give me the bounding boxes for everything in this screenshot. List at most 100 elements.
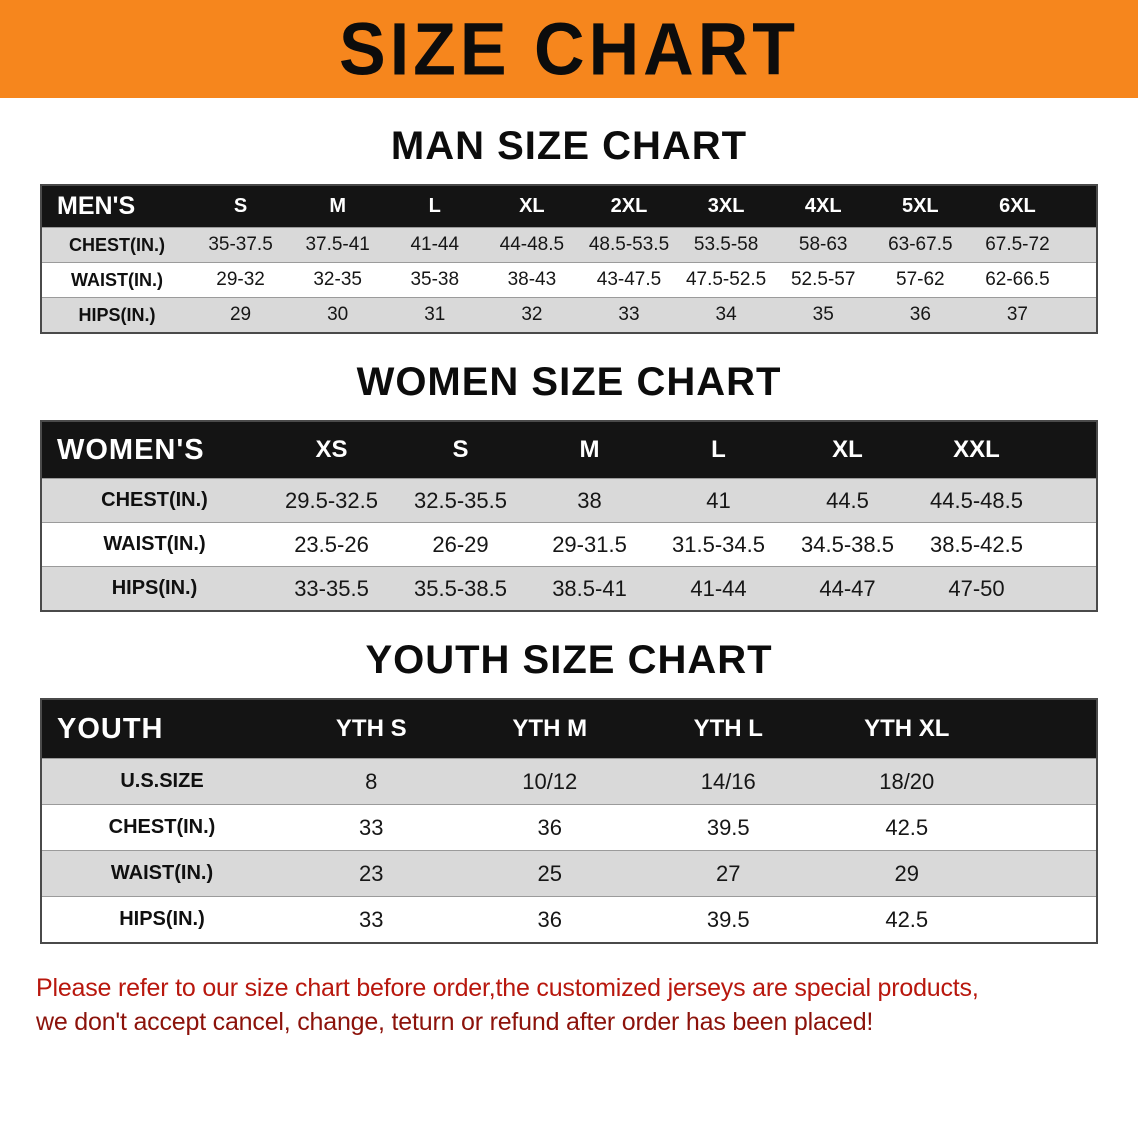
cell-value: 38.5-42.5: [930, 531, 1023, 557]
cell-value: 23: [359, 860, 384, 886]
cell-value: 27: [716, 860, 741, 886]
cell-value: 41: [706, 487, 731, 513]
cell-value: 38.5-41: [552, 575, 627, 601]
cell-value: 26-29: [432, 531, 489, 557]
cell-value: 41-44: [410, 234, 460, 255]
cell-value: 29-32: [216, 269, 265, 290]
column-header: XXL: [953, 436, 1000, 463]
cell-value: 36: [909, 304, 931, 325]
cell-value: 47.5-52.5: [685, 269, 767, 290]
column-header: XL: [832, 436, 863, 463]
cell-value: 58-63: [798, 234, 848, 255]
table-title-cell: WOMEN'S: [57, 433, 205, 466]
cell-value: 32.5-35.5: [414, 487, 507, 513]
column-header: XS: [315, 436, 348, 463]
cell-value: 67.5-72: [985, 234, 1050, 255]
row-label: HIPS(IN.): [111, 577, 198, 599]
row-label: WAIST(IN.): [71, 269, 163, 290]
cell-value: 44-48.5: [499, 234, 565, 255]
cell-value: 10/12: [522, 768, 578, 794]
cell-value: 29: [229, 304, 252, 325]
column-header: 3XL: [707, 195, 745, 217]
cell-value: 25: [537, 860, 562, 886]
notice-line-2: we don't accept cancel, change, teturn o…: [36, 1008, 874, 1036]
cell-value: 18/20: [879, 768, 935, 794]
table-header-row: WOMEN'S XS S M L XL XXL: [42, 422, 1096, 478]
cell-value: 62-66.5: [985, 269, 1050, 290]
cell-value: 23.5-26: [294, 531, 369, 557]
column-header: YTH S: [335, 715, 407, 742]
table-row: WAIST(IN.) 23.5-26 26-29 29-31.5 31.5-34.5 34…: [42, 522, 1096, 566]
column-header: M: [579, 436, 600, 463]
cell-value: 47-50: [948, 575, 1005, 601]
cell-value: 44-47: [819, 575, 876, 601]
column-header: YTH XL: [864, 715, 950, 742]
column-header: L: [428, 195, 441, 217]
table-header-row: YOUTH YTH S YTH M YTH L YTH XL: [42, 700, 1096, 758]
cell-value: 35.5-38.5: [414, 575, 507, 601]
column-header: M: [329, 195, 346, 217]
women-section: WOMEN SIZE CHART WOMEN'S XS S M L XL XXL CHEST(…: [0, 360, 1138, 612]
cell-value: 53.5-58: [693, 234, 759, 255]
cell-value: 42.5: [885, 814, 929, 840]
women-size-table: WOMEN'S XS S M L XL XXL CHEST(IN.) 29.5-32.5 32.5…: [40, 420, 1098, 612]
column-header: 2XL: [610, 195, 648, 217]
youth-size-table: YOUTH YTH S YTH M YTH L YTH XL U.S.SIZE 8 10/12…: [40, 698, 1098, 944]
row-label: CHEST(IN.): [101, 489, 208, 511]
men-size-table: MEN'S S M L XL 2XL 3XL 4XL 5XL 6XL CHEST(IN.) 35-37…: [40, 184, 1098, 334]
table-row: WAIST(IN.) 23 25 27 29: [42, 850, 1096, 896]
cell-value: 8: [365, 768, 378, 794]
row-label: CHEST(IN.): [69, 234, 165, 255]
table-title-cell: YOUTH: [57, 712, 164, 745]
table-row: HIPS(IN.) 29 30 31 32 33 34 35 36 37: [42, 297, 1096, 332]
cell-value: 52.5-57: [790, 269, 856, 290]
youth-section: YOUTH SIZE CHART YOUTH YTH S YTH M YTH L YTH…: [0, 638, 1138, 944]
cell-value: 35: [812, 304, 834, 325]
table-row: HIPS(IN.) 33 36 39.5 42.5: [42, 896, 1096, 942]
column-header: YTH M: [512, 715, 588, 742]
women-section-heading: WOMEN SIZE CHART: [356, 360, 782, 404]
cell-value: 43-47.5: [596, 269, 662, 290]
cell-value: 37: [1006, 304, 1028, 325]
cell-value: 29-31.5: [552, 531, 627, 557]
cell-value: 31.5-34.5: [672, 531, 765, 557]
cell-value: 33: [618, 304, 640, 325]
notice-line-1: Please refer to our size chart before or…: [36, 974, 979, 1002]
cell-value: 39.5: [706, 906, 750, 932]
cell-value: 63-67.5: [888, 234, 953, 255]
column-header: S: [233, 195, 248, 217]
table-title-cell: MEN'S: [57, 192, 136, 220]
cell-value: 30: [327, 304, 349, 325]
youth-section-heading: YOUTH SIZE CHART: [365, 638, 773, 682]
men-section: MAN SIZE CHART MEN'S S M L XL 2XL 3XL 4XL 5XL 6XL…: [0, 124, 1138, 334]
cell-value: 33: [359, 814, 384, 840]
cell-value: 44.5-48.5: [930, 487, 1023, 513]
column-header: 6XL: [999, 195, 1036, 217]
cell-value: 37.5-41: [305, 234, 370, 255]
column-header: XL: [519, 195, 545, 217]
cell-value: 29.5-32.5: [285, 487, 378, 513]
cell-value: 39.5: [706, 814, 750, 840]
cell-value: 14/16: [700, 768, 756, 794]
row-label: WAIST(IN.): [103, 533, 206, 555]
table-row: U.S.SIZE 8 10/12 14/16 18/20: [42, 758, 1096, 804]
column-header: S: [452, 436, 469, 463]
table-row: CHEST(IN.) 35-37.5 37.5-41 41-44 44-48.5 48.5…: [42, 227, 1096, 262]
cell-value: 36: [537, 814, 562, 840]
row-label: HIPS(IN.): [78, 304, 156, 325]
cell-value: 35-38: [410, 269, 460, 290]
cell-value: 31: [424, 304, 446, 325]
column-header: 4XL: [804, 195, 842, 217]
column-header: L: [711, 436, 726, 463]
cell-value: 44.5: [826, 487, 869, 513]
cell-value: 42.5: [885, 906, 929, 932]
table-row: CHEST(IN.) 29.5-32.5 32.5-35.5 38 41 44.5 44.5…: [42, 478, 1096, 522]
cell-value: 36: [537, 906, 562, 932]
cell-value: 34: [715, 304, 737, 325]
cell-value: 38: [577, 487, 602, 513]
row-label: HIPS(IN.): [119, 908, 205, 930]
cell-value: 57-62: [896, 269, 945, 290]
cell-value: 29: [894, 860, 919, 886]
column-header: 5XL: [901, 195, 939, 217]
